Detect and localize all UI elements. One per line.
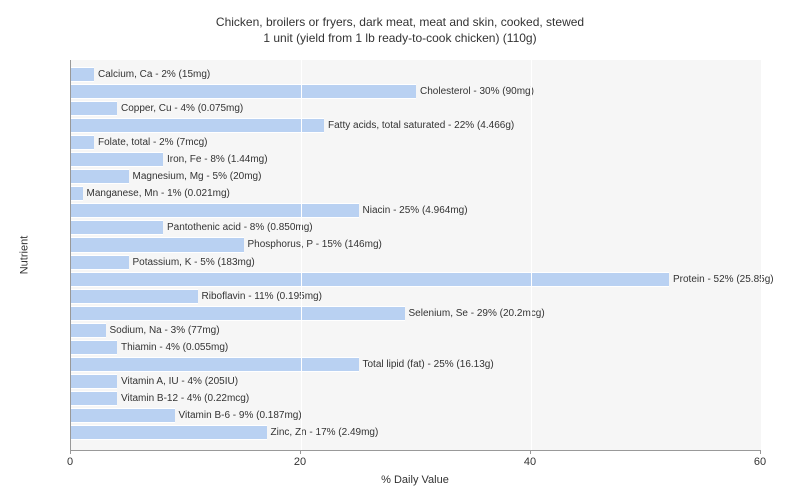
x-tick-label: 60: [754, 456, 766, 468]
bar: [71, 135, 94, 150]
grid-line: [761, 60, 762, 450]
bars-container: Calcium, Ca - 2% (15mg) Cholesterol - 30%…: [71, 66, 761, 444]
bar-row: Niacin - 25% (4.964mg): [71, 202, 761, 219]
y-axis-title: Nutrient: [14, 60, 34, 450]
bar: [71, 237, 244, 252]
bar: [71, 374, 117, 389]
bar-label: Calcium, Ca - 2% (15mg): [94, 66, 210, 83]
bar: [71, 340, 117, 355]
x-tick: [300, 450, 301, 454]
bar: [71, 323, 106, 338]
bar: [71, 272, 669, 287]
bar-label: Folate, total - 2% (7mcg): [94, 134, 207, 151]
bar-label: Pantothenic acid - 8% (0.850mg): [163, 219, 313, 236]
title-line-1: Chicken, broilers or fryers, dark meat, …: [216, 15, 584, 29]
bar: [71, 306, 405, 321]
title-line-2: 1 unit (yield from 1 lb ready-to-cook ch…: [263, 31, 536, 45]
x-tick-label: 40: [524, 456, 536, 468]
bar-label: Vitamin A, IU - 4% (205IU): [117, 373, 238, 390]
bar: [71, 203, 359, 218]
x-tick-label: 0: [67, 456, 73, 468]
bar-label: Zinc, Zn - 17% (2.49mg): [267, 424, 379, 441]
chart-title: Chicken, broilers or fryers, dark meat, …: [0, 0, 800, 46]
bar-label: Manganese, Mn - 1% (0.021mg): [82, 185, 229, 202]
bar-label: Riboflavin - 11% (0.195mg): [198, 288, 322, 305]
bar-row: Copper, Cu - 4% (0.075mg): [71, 100, 761, 117]
bar-row: Total lipid (fat) - 25% (16.13g): [71, 356, 761, 373]
bar-row: Folate, total - 2% (7mcg): [71, 134, 761, 151]
bar-label: Thiamin - 4% (0.055mg): [117, 339, 228, 356]
bar-label: Selenium, Se - 29% (20.2mcg): [405, 305, 545, 322]
bar-label: Fatty acids, total saturated - 22% (4.46…: [324, 117, 514, 134]
bar: [71, 67, 94, 82]
bar-row: Fatty acids, total saturated - 22% (4.46…: [71, 117, 761, 134]
x-tick: [530, 450, 531, 454]
grid-line: [301, 60, 302, 450]
bar: [71, 408, 175, 423]
x-tick-label: 20: [294, 456, 306, 468]
plot-area: Calcium, Ca - 2% (15mg) Cholesterol - 30%…: [70, 60, 761, 451]
bar: [71, 84, 416, 99]
bar-row: Vitamin B-6 - 9% (0.187mg): [71, 407, 761, 424]
bar: [71, 425, 267, 440]
bar-label: Potassium, K - 5% (183mg): [128, 254, 254, 271]
bar-row: Sodium, Na - 3% (77mg): [71, 322, 761, 339]
bar-row: Cholesterol - 30% (90mg): [71, 83, 761, 100]
y-axis-title-text: Nutrient: [18, 236, 30, 275]
bar-label: Phosphorus, P - 15% (146mg): [244, 236, 382, 253]
grid-line: [531, 60, 532, 450]
bar: [71, 169, 129, 184]
bar-row: Phosphorus, P - 15% (146mg): [71, 236, 761, 253]
nutrient-chart: Chicken, broilers or fryers, dark meat, …: [0, 0, 800, 500]
bar: [71, 357, 359, 372]
bar-row: Selenium, Se - 29% (20.2mcg): [71, 305, 761, 322]
x-tick: [70, 450, 71, 454]
bar-row: Protein - 52% (25.85g): [71, 271, 761, 288]
bar-row: Potassium, K - 5% (183mg): [71, 254, 761, 271]
bar-row: Thiamin - 4% (0.055mg): [71, 339, 761, 356]
bar-row: Iron, Fe - 8% (1.44mg): [71, 151, 761, 168]
bar-label: Vitamin B-6 - 9% (0.187mg): [175, 407, 302, 424]
bar-label: Copper, Cu - 4% (0.075mg): [117, 100, 243, 117]
x-ticks: [70, 450, 760, 454]
bar: [71, 391, 117, 406]
bar-row: Vitamin B-12 - 4% (0.22mcg): [71, 390, 761, 407]
bar-label: Niacin - 25% (4.964mg): [359, 202, 468, 219]
x-tick: [760, 450, 761, 454]
bar: [71, 118, 324, 133]
bar-row: Zinc, Zn - 17% (2.49mg): [71, 424, 761, 441]
bar-row: Riboflavin - 11% (0.195mg): [71, 288, 761, 305]
bar-label: Vitamin B-12 - 4% (0.22mcg): [117, 390, 249, 407]
bar-row: Manganese, Mn - 1% (0.021mg): [71, 185, 761, 202]
bar-label: Magnesium, Mg - 5% (20mg): [128, 168, 261, 185]
bar-label: Sodium, Na - 3% (77mg): [106, 322, 220, 339]
bar-row: Pantothenic acid - 8% (0.850mg): [71, 219, 761, 236]
bar-label: Cholesterol - 30% (90mg): [416, 83, 534, 100]
bar-label: Total lipid (fat) - 25% (16.13g): [359, 356, 494, 373]
bar: [71, 255, 129, 270]
bar: [71, 186, 83, 201]
bar-label: Protein - 52% (25.85g): [669, 271, 774, 288]
bar-row: Calcium, Ca - 2% (15mg): [71, 66, 761, 83]
bar: [71, 152, 163, 167]
bar: [71, 101, 117, 116]
bar-row: Vitamin A, IU - 4% (205IU): [71, 373, 761, 390]
bar: [71, 289, 198, 304]
bar: [71, 220, 163, 235]
x-axis-title: % Daily Value: [70, 474, 760, 486]
bar-label: Iron, Fe - 8% (1.44mg): [163, 151, 268, 168]
bar-row: Magnesium, Mg - 5% (20mg): [71, 168, 761, 185]
